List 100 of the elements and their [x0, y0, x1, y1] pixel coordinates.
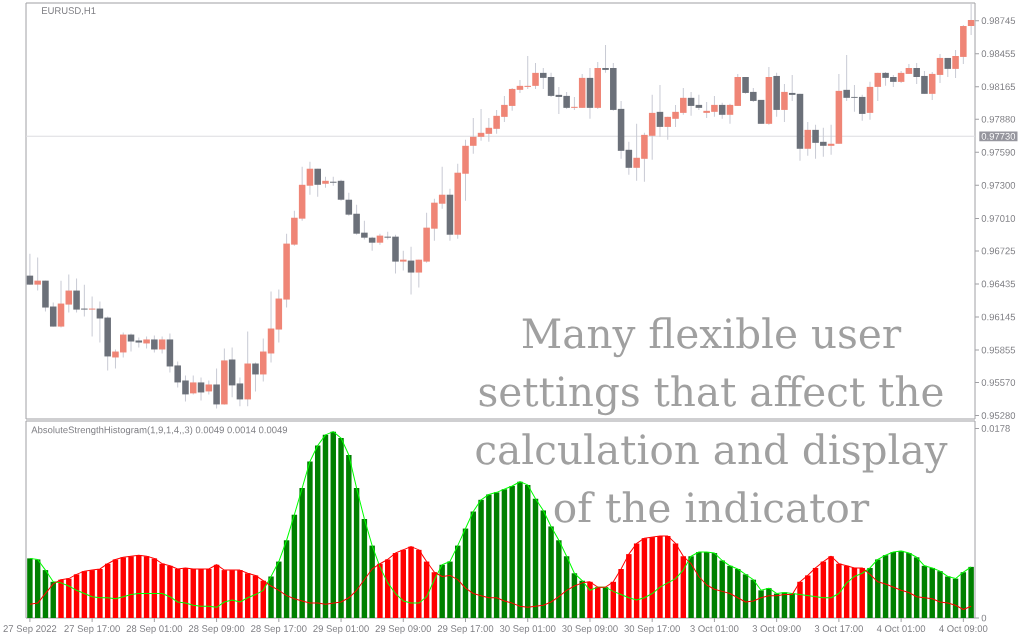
- bar: [789, 593, 795, 619]
- y-tick-label: 0.95570: [981, 379, 1016, 386]
- candlestick: [65, 274, 73, 314]
- chart-title: EURUSD,H1: [42, 7, 96, 16]
- bar: [867, 567, 873, 619]
- candlestick: [400, 250, 407, 272]
- x-tick-label: 28 Sep 01:00: [126, 625, 183, 634]
- candlestick: [306, 161, 314, 196]
- x-tick-label: 3 Oct 01:00: [690, 625, 739, 632]
- x-tick-label: 27 Sep 2022: [3, 625, 57, 634]
- y-tick-label: 0.97590: [981, 148, 1016, 156]
- y-tick-label: 0: [981, 614, 987, 622]
- candlestick: [127, 333, 135, 353]
- y-tick-label: 0.0178: [981, 425, 1010, 432]
- y-tick-label: 0.96725: [981, 247, 1016, 255]
- x-tick-label: 3 Oct 09:00: [752, 625, 801, 632]
- y-tick-label: 0.97010: [981, 215, 1016, 222]
- y-tick-label: 0.95280: [981, 412, 1016, 419]
- candlestick: [477, 108, 485, 142]
- bar: [338, 438, 344, 619]
- x-tick-label: 3 Oct 17:00: [814, 625, 863, 632]
- bar: [517, 481, 523, 619]
- bar: [314, 445, 321, 619]
- bar: [719, 560, 725, 619]
- bar: [945, 576, 951, 619]
- candlestick: [119, 332, 127, 358]
- bar: [548, 526, 554, 619]
- bar: [439, 564, 445, 619]
- candlestick: [197, 376, 205, 401]
- candlestick: [57, 280, 65, 328]
- bar: [968, 566, 974, 619]
- candlestick: [827, 124, 835, 156]
- x-tick-label: 27 Sep 17:00: [64, 625, 120, 634]
- x-tick-label: 28 Sep 17:00: [251, 625, 307, 634]
- y-tick-label: 0.98165: [981, 83, 1016, 91]
- candlestick: [928, 71, 936, 101]
- bar: [268, 576, 274, 619]
- candlestick: [656, 84, 664, 138]
- bar: [346, 455, 352, 619]
- bar: [501, 489, 508, 619]
- bar: [509, 485, 515, 619]
- bar: [906, 553, 912, 619]
- candlestick: [532, 62, 539, 90]
- bar: [369, 545, 375, 619]
- y-tick-label: 0.98745: [981, 17, 1016, 25]
- candlestick: [470, 117, 477, 155]
- y-tick-label: 0.97880: [981, 115, 1016, 123]
- bar: [330, 431, 336, 619]
- x-tick-label: 30 Sep 17:00: [624, 625, 680, 634]
- x-tick-label: 29 Sep 09:00: [375, 625, 432, 634]
- bar: [758, 590, 764, 619]
- candlestick: [236, 376, 244, 407]
- candlestick: [687, 91, 695, 117]
- candlestick: [781, 83, 788, 123]
- candlestick: [112, 348, 119, 369]
- y-tick-label: 0.96145: [981, 313, 1016, 321]
- x-tick-label: 4 Oct 09:00: [939, 625, 988, 632]
- candlestick: [34, 257, 41, 292]
- bar: [299, 488, 305, 619]
- candlestick: [804, 121, 812, 157]
- ref-line-label: 0.97730: [981, 133, 1016, 140]
- bar: [696, 551, 702, 619]
- candlestick: [252, 361, 259, 392]
- bar: [486, 494, 492, 619]
- bar: [27, 558, 33, 619]
- bar: [579, 580, 585, 619]
- candlestick: [407, 246, 415, 296]
- candlestick: [936, 53, 944, 84]
- y-tick-label: 0.95855: [981, 346, 1016, 354]
- bar: [688, 556, 694, 619]
- bar: [540, 510, 547, 619]
- x-tick-label: 4 Oct 01:00: [876, 625, 926, 632]
- bar: [322, 434, 329, 619]
- candlestick: [695, 94, 703, 111]
- candlestick: [967, 3, 975, 36]
- candlestick: [625, 141, 633, 176]
- bar: [525, 484, 531, 619]
- x-tick-label: 29 Sep 17:00: [437, 625, 494, 634]
- bar: [532, 498, 539, 619]
- x-tick-label: 29 Sep 01:00: [313, 625, 369, 634]
- bar: [447, 561, 453, 619]
- candlestick: [788, 74, 796, 102]
- candlestick: [189, 374, 197, 395]
- bar: [478, 499, 484, 619]
- y-tick-label: 0.98455: [981, 50, 1016, 58]
- y-tick-label: 0.97300: [981, 182, 1016, 189]
- bar: [727, 565, 733, 619]
- candlestick: [314, 168, 321, 198]
- annotation: Many flexible user settings that affect the calculation and display of the indicator: [476, 317, 948, 523]
- bar: [276, 561, 282, 619]
- bar: [307, 461, 313, 619]
- bar: [937, 571, 943, 619]
- x-tick-label: 30 Sep 01:00: [499, 625, 556, 634]
- x-tick-label: 28 Sep 09:00: [188, 625, 245, 634]
- bar: [493, 492, 500, 619]
- bar: [766, 588, 772, 619]
- bar: [556, 540, 562, 619]
- y-tick-label: 0.96435: [981, 280, 1016, 288]
- candlestick: [874, 72, 882, 102]
- x-tick-label: 30 Sep 09:00: [562, 625, 618, 634]
